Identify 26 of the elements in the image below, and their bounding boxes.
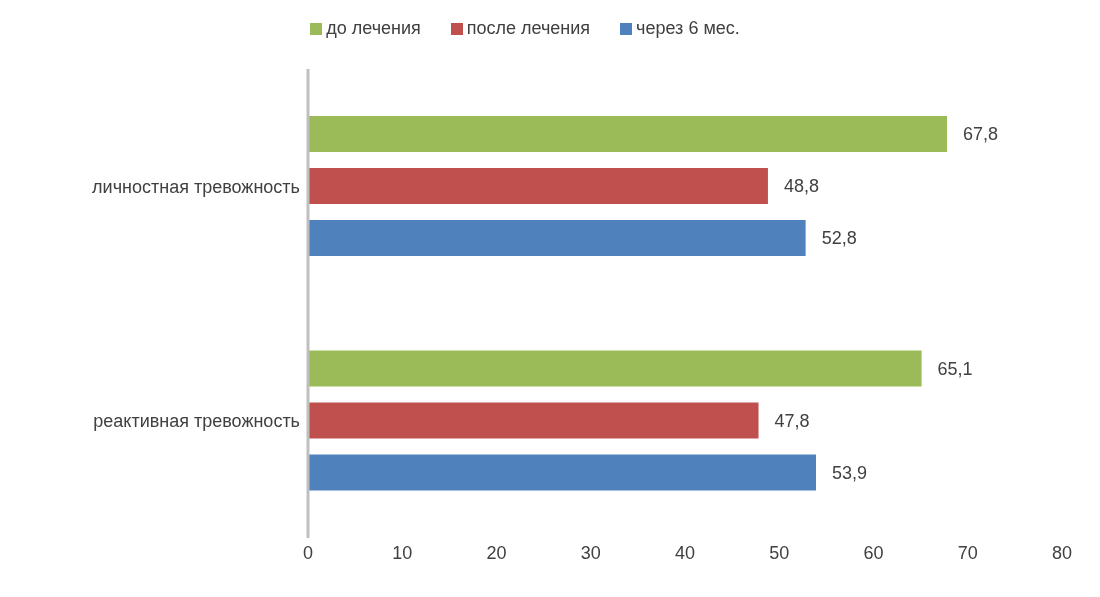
x-tick-label: 60 bbox=[863, 542, 884, 563]
bar bbox=[308, 116, 948, 152]
x-tick-label: 80 bbox=[1051, 542, 1073, 563]
data-label: 47,8 bbox=[774, 410, 810, 431]
bar bbox=[308, 402, 759, 439]
x-tick-label: 10 bbox=[392, 542, 413, 563]
bar bbox=[308, 220, 806, 256]
x-tick-label: 30 bbox=[580, 542, 601, 563]
x-tick-label: 0 bbox=[302, 542, 314, 563]
data-label: 48,8 bbox=[783, 176, 819, 197]
data-label: 67,8 bbox=[963, 124, 999, 145]
x-tick-label: 70 bbox=[957, 542, 978, 563]
y-tick-label: реактивная тревожность bbox=[93, 411, 300, 432]
legend-label: до лечения bbox=[326, 18, 421, 38]
bar bbox=[308, 454, 817, 491]
bar bbox=[308, 350, 922, 387]
x-tick-label: 20 bbox=[486, 542, 507, 563]
legend-label: через 6 мес. bbox=[636, 18, 740, 38]
y-tick-label: личностная тревожность bbox=[92, 176, 300, 197]
bar bbox=[308, 168, 768, 204]
x-tick-label: 40 bbox=[674, 542, 696, 563]
x-tick-label: 50 bbox=[769, 542, 790, 563]
data-label: 52,8 bbox=[821, 228, 857, 249]
data-label: 53,9 bbox=[832, 462, 868, 483]
data-label: 65,1 bbox=[937, 358, 973, 379]
legend-label: после лечения bbox=[466, 18, 591, 38]
